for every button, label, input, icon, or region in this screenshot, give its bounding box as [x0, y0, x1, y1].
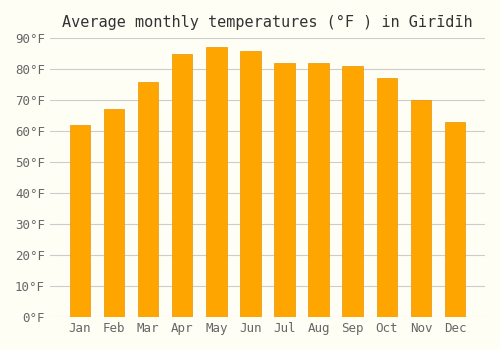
- Bar: [104, 110, 124, 317]
- Bar: [206, 48, 227, 317]
- Bar: [342, 66, 363, 317]
- Bar: [274, 63, 294, 317]
- Bar: [410, 100, 431, 317]
- Bar: [172, 54, 193, 317]
- Bar: [445, 122, 465, 317]
- Bar: [376, 78, 397, 317]
- Bar: [138, 82, 158, 317]
- Bar: [308, 63, 329, 317]
- Bar: [70, 125, 90, 317]
- Bar: [240, 50, 260, 317]
- Title: Average monthly temperatures (°F ) in Girīdīh: Average monthly temperatures (°F ) in Gi…: [62, 15, 472, 30]
